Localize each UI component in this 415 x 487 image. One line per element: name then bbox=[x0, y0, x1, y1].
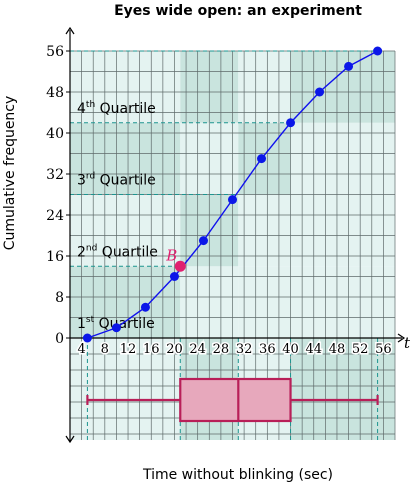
x-tick-label: 4 bbox=[77, 342, 85, 357]
x-tick-label: 12 bbox=[120, 342, 137, 357]
highlight-point-label: B bbox=[165, 246, 177, 264]
data-point bbox=[112, 323, 121, 332]
y-tick-label: 32 bbox=[46, 167, 64, 183]
x-tick-label: 16 bbox=[143, 342, 160, 357]
x-tick-label: 8 bbox=[101, 342, 109, 357]
chart-title: Eyes wide open: an experiment bbox=[114, 3, 362, 19]
data-point bbox=[170, 272, 179, 281]
x-tick-label: 36 bbox=[259, 342, 276, 357]
x-tick-label: 32 bbox=[236, 342, 253, 357]
y-tick-label: 0 bbox=[55, 331, 64, 347]
box-iqr bbox=[180, 379, 290, 421]
data-point bbox=[199, 236, 208, 245]
y-tick-labels: 0 8 16 24 32 40 48 56 bbox=[46, 44, 64, 347]
x-tick-label: 44 bbox=[305, 342, 322, 357]
y-tick-label: 8 bbox=[55, 290, 64, 306]
data-point bbox=[141, 303, 150, 312]
x-tick-label: 28 bbox=[213, 342, 230, 357]
band-cell bbox=[238, 51, 290, 123]
x-tick-label: 24 bbox=[189, 342, 206, 357]
y-axis-label: Cumulative frequency bbox=[2, 96, 18, 251]
x-tick-label: 48 bbox=[329, 342, 346, 357]
x-tick-label: 40 bbox=[282, 342, 299, 357]
data-point bbox=[315, 88, 324, 97]
band-cell bbox=[291, 51, 395, 123]
data-point bbox=[257, 154, 266, 163]
x-tick-label: 56 bbox=[375, 342, 392, 357]
x-axis-label: Time without blinking (sec) bbox=[142, 467, 333, 483]
data-point bbox=[83, 334, 92, 343]
data-point bbox=[373, 47, 382, 56]
y-tick-label: 56 bbox=[46, 44, 64, 60]
band-cell bbox=[291, 266, 395, 338]
data-point bbox=[344, 62, 353, 71]
band-cell bbox=[238, 266, 290, 338]
band-cell bbox=[238, 195, 290, 267]
y-tick-label: 48 bbox=[46, 85, 64, 101]
y-tick-label: 40 bbox=[46, 126, 64, 142]
data-point bbox=[228, 195, 237, 204]
y-tick-label: 16 bbox=[46, 249, 64, 265]
band-cell bbox=[291, 123, 395, 195]
band-cell bbox=[291, 195, 395, 267]
x-axis-symbol: t bbox=[404, 334, 411, 352]
y-tick-label: 24 bbox=[46, 208, 64, 224]
x-tick-label: 20 bbox=[166, 342, 183, 357]
data-point bbox=[286, 118, 295, 127]
x-tick-label: 52 bbox=[352, 342, 369, 357]
